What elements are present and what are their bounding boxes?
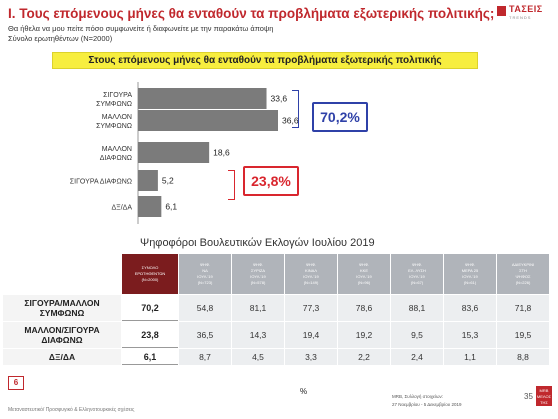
total-cell: 23,8: [122, 322, 178, 348]
bar: [138, 88, 267, 109]
table-cell: 88,1: [391, 295, 443, 321]
slide-number: 35: [524, 392, 533, 401]
category-label: ΣΙΓΟΥΡΑ: [103, 92, 132, 99]
page-title: Ι. Τους επόμενους μήνες θα ενταθούν τα π…: [8, 6, 495, 21]
header-undecided: ΑΔΙΕΥΚΡΙΝΙ ΣΤΗ ΨΗΦΟΣ (Ν=226): [497, 254, 549, 294]
total-cell: 6,1: [122, 349, 178, 365]
footer-text: Μεταναστευτικό/ Προσφυγικό & Ελληνοτουρκ…: [8, 407, 135, 413]
mrb-logo-sub: ΜΕΛΟΣ ΤΗΣ: [536, 394, 552, 405]
chart-banner: Στους επόμενους μήνες θα ενταθούν τα προ…: [52, 52, 478, 69]
header-blank: [3, 254, 121, 294]
table-cell: 19,4: [285, 322, 337, 348]
logo-tagline: TRENDS: [509, 15, 532, 20]
table-cell: 78,6: [338, 295, 390, 321]
bar: [138, 170, 158, 191]
header-el-lysi: ΨΗΦ. ΕΛ. ΛΥΣΗ ΙΟΥΛ.'19 (Ν=67): [391, 254, 443, 294]
bar: [138, 142, 210, 163]
table-cell: 1,1: [444, 349, 496, 365]
sample-size: Σύνολο ερωτηθέντων (Ν=2000): [8, 34, 113, 43]
header-nd: ΨΗΦ. ΝΔ ΙΟΥΛ.'19 (Ν=723): [179, 254, 231, 294]
table-cell: 77,3: [285, 295, 337, 321]
page-box: 6: [8, 376, 24, 390]
question-subtitle: Θα ήθελα να μου πείτε πόσο συμφωνείτε ή …: [8, 24, 274, 33]
header-kinal: ΨΗΦ. ΚΙΝΑΛ ΙΟΥΛ.'19 (Ν=149): [285, 254, 337, 294]
source-line-1: MRB, Συλλογή στοιχείων:: [392, 394, 444, 399]
table-cell: 81,1: [232, 295, 284, 321]
bar-value-label: 18,6: [213, 148, 230, 158]
bar: [138, 110, 278, 131]
category-label: ΣΥΜΦΩΝΩ: [96, 101, 132, 108]
table-cell: 36,5: [179, 322, 231, 348]
table-cell: 19,2: [338, 322, 390, 348]
agree-bracket: [292, 90, 299, 128]
table-cell: 14,3: [232, 322, 284, 348]
table-cell: 8,8: [497, 349, 549, 365]
table-cell: 54,8: [179, 295, 231, 321]
table-cell: 71,8: [497, 295, 549, 321]
mrb-logo-label: MRB: [539, 388, 549, 393]
header-total: ΣΥΝΟΛΟ ΕΡΩΤΗΘΕΝΤΩΝ (Ν=2000): [122, 254, 178, 294]
table-cell: 8,7: [179, 349, 231, 365]
bar-chart: 33,6 ΣΙΓΟΥΡΑ ΣΥΜΦΩΝΩ 36,6 ΜΑΛΛΟΝ ΣΥΜΦΩΝΩ 18,6 Μ…: [70, 82, 299, 224]
table-cell: 2,4: [391, 349, 443, 365]
category-label: ΔΙΑΦΩΝΩ: [100, 155, 132, 162]
category-label: ΣΙΓΟΥΡΑ ΔΙΑΦΩΝΩ: [70, 179, 132, 186]
header-mera25: ΨΗΦ. ΜΕΡΑ 25 ΙΟΥΛ.'19 (Ν=61): [444, 254, 496, 294]
disagree-bracket: [228, 170, 235, 200]
category-label: ΣΥΜΦΩΝΩ: [96, 123, 132, 130]
category-label: ΜΑΛΛΟΝ: [102, 146, 132, 153]
mrb-logo: MRB ΜΕΛΟΣ ΤΗΣ: [536, 386, 552, 406]
category-label: ΔΞ/ΔΑ: [111, 205, 132, 212]
bar-value-label: 5,2: [162, 176, 174, 186]
source-line-2: 27 Νοεμβρίου - 5 Δεκεμβρίου 2019: [392, 402, 462, 407]
table-row: ΜΑΛΛΟΝ/ΣΙΓΟΥΡΑ ΔΙΑΦΩΝΩ 23,8 36,5 14,3 19,…: [3, 322, 549, 348]
header-syriza: ΨΗΦ. ΣΥΡΙΖΑ ΙΟΥΛ.'19 (Ν=578): [232, 254, 284, 294]
table-cell: 3,3: [285, 349, 337, 365]
total-cell: 70,2: [122, 295, 178, 321]
bar: [138, 196, 162, 217]
table-cell: 2,2: [338, 349, 390, 365]
category-label: ΜΑΛΛΟΝ: [102, 114, 132, 121]
table-cell: 15,3: [444, 322, 496, 348]
row-label: ΜΑΛΛΟΝ/ΣΙΓΟΥΡΑ ΔΙΑΦΩΝΩ: [3, 322, 121, 348]
disagree-total-callout: 23,8%: [243, 166, 299, 196]
table-cell: 83,6: [444, 295, 496, 321]
voters-table: ΣΥΝΟΛΟ ΕΡΩΤΗΘΕΝΤΩΝ (Ν=2000) ΨΗΦ. ΝΔ ΙΟΥΛ.'19…: [2, 253, 550, 366]
table-cell: 19,5: [497, 322, 549, 348]
table-row: ΔΞ/ΔΑ 6,1 8,7 4,5 3,3 2,2 2,4 1,1 8,8: [3, 349, 549, 365]
table-cell: 4,5: [232, 349, 284, 365]
row-label: ΔΞ/ΔΑ: [3, 349, 121, 365]
table-row: ΣΙΓΟΥΡΑ/ΜΑΛΛΟΝ ΣΥΜΦΩΝΩ 70,2 54,8 81,1 77,…: [3, 295, 549, 321]
table-title: Ψηφοφόροι Βουλευτικών Εκλογών Ιουλίου 20…: [140, 237, 375, 249]
bar-value-label: 33,6: [271, 94, 288, 104]
agree-total-callout: 70,2%: [312, 102, 368, 132]
header-kke: ΨΗΦ. ΚΚΕ ΙΟΥΛ.'19 (Ν=96): [338, 254, 390, 294]
table-cell: 9,5: [391, 322, 443, 348]
logo-name: ΤΑΣΕΙΣ: [509, 4, 543, 14]
unit-label: %: [300, 387, 308, 396]
logo-mark-icon: [497, 6, 506, 16]
tasis-logo: ΤΑΣΕΙΣ TRENDS: [497, 4, 549, 22]
bar-value-label: 36,6: [282, 116, 299, 126]
row-label: ΣΙΓΟΥΡΑ/ΜΑΛΛΟΝ ΣΥΜΦΩΝΩ: [3, 295, 121, 321]
bar-value-label: 6,1: [165, 202, 177, 212]
